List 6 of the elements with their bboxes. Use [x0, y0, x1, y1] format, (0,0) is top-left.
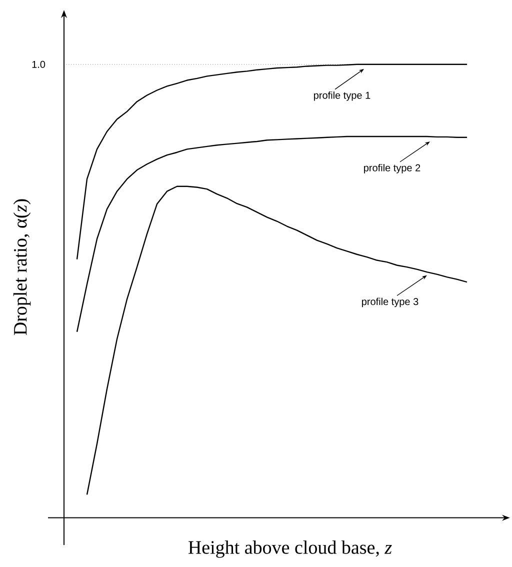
x-axis-title: Height above cloud base, z [188, 540, 392, 558]
y-axis-title: Droplet ratio, α(z) [13, 199, 31, 335]
legend-label: profile type 3 [362, 298, 418, 308]
legend-label: profile type 1 [314, 91, 370, 101]
ref-line-label: 1.0 [32, 60, 46, 68]
legend-label: profile type 2 [364, 164, 420, 174]
